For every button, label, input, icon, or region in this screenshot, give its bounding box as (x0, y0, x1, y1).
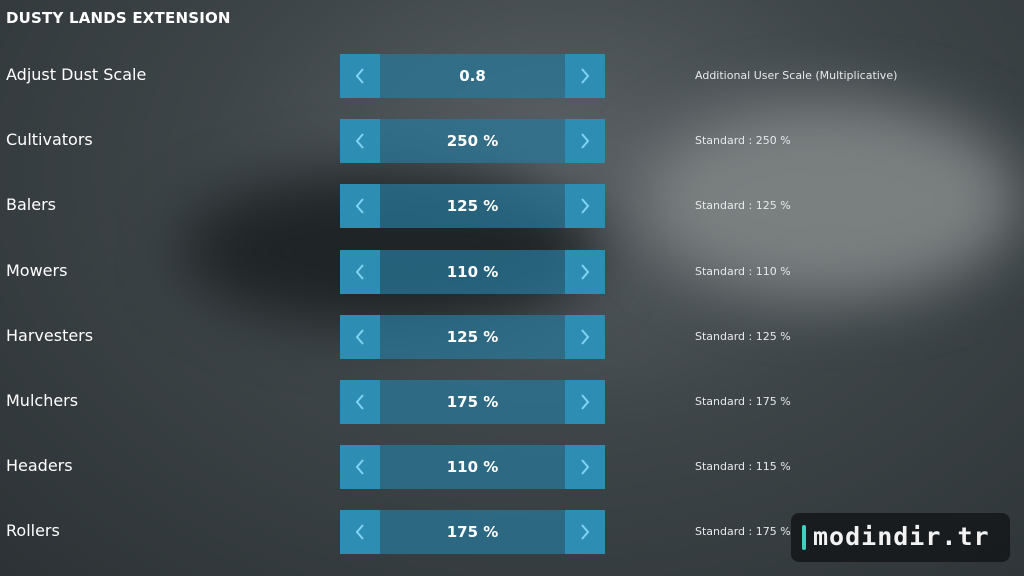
arrow-icon (355, 524, 364, 541)
setting-value: 175 % (380, 510, 565, 555)
increase-button[interactable] (565, 510, 605, 555)
decrease-button[interactable] (340, 510, 380, 555)
setting-label: Adjust Dust Scale (6, 65, 147, 84)
setting-note: Standard : 125 % (695, 199, 791, 213)
increase-button[interactable] (565, 54, 605, 98)
value-selector: 175 % (340, 510, 605, 555)
setting-label: Mowers (6, 260, 68, 280)
arrow-icon (581, 394, 590, 410)
setting-label: Harvesters (6, 325, 94, 345)
arrow-icon (355, 198, 364, 215)
arrow-icon (355, 133, 364, 149)
value-selector: 175 % (340, 380, 605, 424)
setting-value: 250 % (380, 119, 565, 164)
setting-row: Headers 110 % Standard : 115 % (0, 445, 1024, 490)
decrease-button[interactable] (340, 380, 380, 424)
setting-note: Standard : 125 % (695, 329, 791, 343)
value-selector: 125 % (340, 314, 605, 359)
watermark-bar (802, 525, 806, 550)
increase-button[interactable] (565, 445, 605, 490)
arrow-icon (355, 263, 364, 280)
arrow-icon (355, 394, 364, 410)
value-selector: 250 % (340, 119, 605, 164)
setting-row: Rollers 175 % Standard : 175 % (0, 510, 1024, 555)
arrow-icon (355, 68, 364, 84)
arrow-icon (581, 524, 590, 541)
increase-button[interactable] (565, 249, 605, 294)
background-blur (640, 100, 1020, 300)
decrease-button[interactable] (340, 54, 380, 98)
increase-button[interactable] (565, 119, 605, 164)
value-selector: 0.8 (340, 54, 605, 98)
value-selector: 110 % (340, 445, 605, 490)
arrow-icon (581, 329, 590, 345)
setting-note: Standard : 110 % (695, 264, 791, 278)
setting-value: 125 % (380, 314, 565, 359)
arrow-icon (581, 133, 590, 149)
setting-note: Standard : 175 % (695, 525, 791, 539)
decrease-button[interactable] (340, 445, 380, 490)
setting-row: Mowers 110 % Standard : 110 % (0, 249, 1024, 294)
setting-note: Standard : 250 % (695, 134, 791, 148)
setting-row: Balers 125 % Standard : 125 % (0, 184, 1024, 229)
arrow-icon (581, 459, 590, 475)
setting-note: Standard : 175 % (695, 395, 791, 408)
setting-row: Mulchers 175 % Standard : 175 % (0, 380, 1024, 424)
arrow-icon (355, 329, 364, 345)
setting-note: Standard : 115 % (695, 460, 791, 474)
setting-label: Mulchers (6, 391, 79, 410)
increase-button[interactable] (565, 184, 605, 229)
setting-value: 110 % (380, 445, 565, 490)
setting-label: Cultivators (6, 130, 93, 150)
setting-value: 110 % (380, 249, 565, 294)
arrow-icon (581, 198, 590, 215)
setting-label: Headers (6, 456, 73, 476)
decrease-button[interactable] (340, 184, 380, 229)
setting-value: 0.8 (380, 54, 565, 98)
page-title: DUSTY LANDS EXTENSION (6, 9, 231, 27)
value-selector: 125 % (340, 184, 605, 229)
arrow-icon (581, 68, 590, 84)
setting-row: Adjust Dust Scale 0.8 Additional User Scal… (0, 54, 1024, 98)
arrow-icon (581, 263, 590, 280)
increase-button[interactable] (565, 380, 605, 424)
watermark-text: modindir.tr (813, 522, 990, 551)
decrease-button[interactable] (340, 249, 380, 294)
decrease-button[interactable] (340, 119, 380, 164)
setting-row: Cultivators 250 % Standard : 250 % (0, 119, 1024, 164)
decrease-button[interactable] (340, 314, 380, 359)
setting-value: 125 % (380, 184, 565, 229)
setting-label: Rollers (6, 521, 60, 541)
arrow-icon (355, 459, 364, 475)
setting-value: 175 % (380, 380, 565, 424)
increase-button[interactable] (565, 314, 605, 359)
value-selector: 110 % (340, 249, 605, 294)
setting-label: Balers (6, 195, 56, 215)
setting-row: Harvesters 125 % Standard : 125 % (0, 314, 1024, 359)
watermark: modindir.tr (791, 513, 1010, 562)
setting-note: Additional User Scale (Multiplicative) (695, 69, 898, 82)
